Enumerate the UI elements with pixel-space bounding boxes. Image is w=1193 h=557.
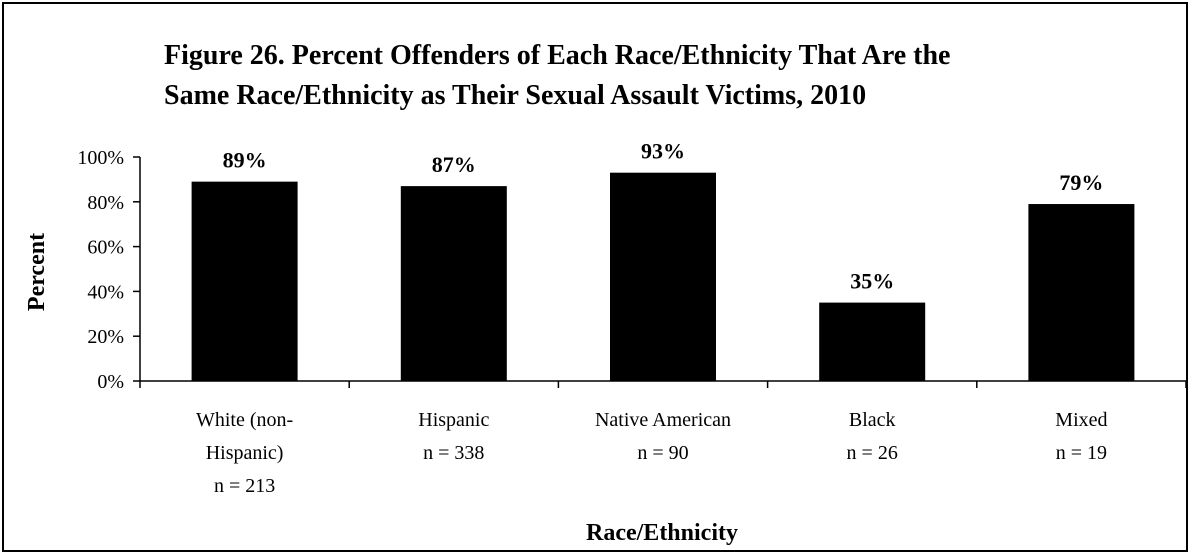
x-category-label: Black bbox=[849, 409, 896, 431]
bars bbox=[191, 172, 1135, 381]
x-category-label: n = 90 bbox=[637, 442, 688, 464]
x-category-label: Hispanic) bbox=[206, 442, 284, 464]
y-axis-label: Percent bbox=[24, 233, 50, 311]
chart-title-line-2: Same Race/Ethnicity as Their Sexual Assa… bbox=[164, 80, 867, 111]
data-label: 93% bbox=[641, 139, 685, 164]
x-category-label: n = 213 bbox=[214, 475, 275, 497]
labels: 89% White (non- Hispanic) n = 213 87% Hispani… bbox=[196, 139, 1108, 497]
chart-title-line-1: Figure 26. Percent Offenders of Each Rac… bbox=[164, 40, 951, 71]
y-tick-label: 80% bbox=[87, 192, 124, 214]
x-category-label: Hispanic bbox=[418, 409, 489, 431]
x-category-label: Mixed bbox=[1055, 409, 1107, 431]
y-tick-label: 0% bbox=[97, 371, 124, 393]
bar bbox=[191, 181, 298, 381]
bar bbox=[400, 186, 507, 381]
bar bbox=[1028, 204, 1135, 381]
x-category-label: n = 338 bbox=[423, 442, 484, 464]
x-axis-label: Race/Ethnicity bbox=[586, 520, 738, 546]
data-label: 35% bbox=[850, 269, 894, 294]
data-label: 79% bbox=[1059, 170, 1103, 195]
bar bbox=[610, 172, 716, 381]
y-tick-label: 40% bbox=[87, 281, 124, 303]
y-tick-label: 60% bbox=[87, 237, 124, 259]
data-label: 89% bbox=[223, 148, 267, 173]
y-tick-label: 20% bbox=[87, 326, 124, 348]
x-category-label: White (non- bbox=[196, 409, 293, 431]
x-category-label: n = 19 bbox=[1056, 442, 1107, 464]
y-tick-label: 100% bbox=[77, 147, 124, 169]
data-label: 87% bbox=[432, 152, 476, 177]
x-category-label: Native American bbox=[595, 409, 731, 431]
x-category-label: n = 26 bbox=[847, 442, 898, 464]
bar bbox=[819, 302, 926, 381]
